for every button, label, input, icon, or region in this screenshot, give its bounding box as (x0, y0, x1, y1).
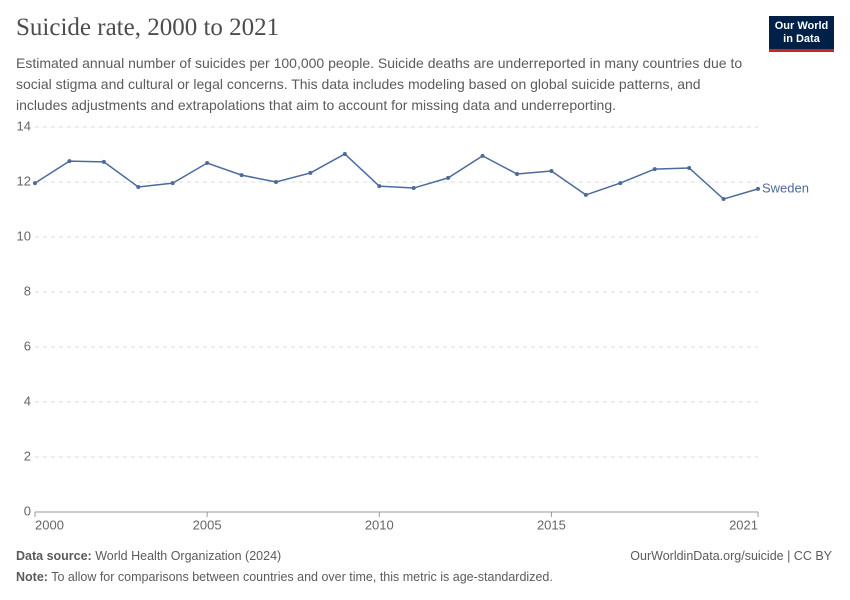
point (687, 165, 692, 170)
point (239, 173, 244, 178)
logo[interactable]: Our World in Data (769, 16, 834, 52)
point (205, 161, 210, 166)
y-tick-label: 2 (24, 448, 31, 463)
point (377, 184, 382, 189)
x-tick-label: 2021 (729, 517, 758, 532)
point (411, 186, 416, 191)
point (652, 167, 657, 172)
point (101, 159, 106, 164)
note-text: To allow for comparisons between countri… (51, 570, 553, 584)
point (756, 186, 760, 191)
point (480, 153, 485, 158)
y-tick-label: 4 (24, 393, 31, 408)
source-label: Data source: (16, 549, 92, 563)
y-tick-label: 10 (17, 228, 31, 243)
x-tick-label: 2015 (537, 517, 566, 532)
line (34, 153, 759, 200)
point (721, 197, 726, 202)
point (618, 181, 623, 186)
subtitle: Estimated annual number of suicides per … (16, 55, 743, 113)
y-tick-label: 14 (17, 118, 31, 133)
point (583, 192, 588, 197)
point (549, 169, 554, 173)
source-text[interactable]: World Health Organization (2024) (95, 549, 282, 563)
point (33, 181, 37, 186)
point (515, 172, 519, 177)
note: Note: To allow for comparisons between c… (16, 570, 553, 584)
y-tick-label: 12 (17, 173, 31, 188)
y-tick-label: 6 (24, 338, 31, 353)
series-label[interactable]: Sweden (762, 180, 809, 195)
x-tick-label: 2000 (35, 517, 64, 532)
point (308, 170, 313, 175)
x-tick-label: 2010 (365, 517, 394, 532)
chart-title: Suicide rate, 2000 to 2021 (16, 14, 280, 41)
source: Data source: World Health Organization (… (16, 549, 281, 563)
point (274, 180, 278, 184)
logo-line: in Data (783, 33, 820, 45)
y-tick-label: 8 (24, 283, 31, 298)
logo-line: Our World (774, 20, 829, 32)
point (342, 151, 347, 156)
note-label: Note: (16, 570, 48, 584)
y-tick-label: 0 (24, 503, 31, 518)
x-tick-label: 2005 (193, 517, 222, 532)
point (446, 175, 451, 180)
point (67, 159, 72, 164)
point (136, 184, 141, 189)
point (170, 181, 175, 186)
url[interactable]: OurWorldinData.org/suicide | CC BY (630, 549, 832, 563)
